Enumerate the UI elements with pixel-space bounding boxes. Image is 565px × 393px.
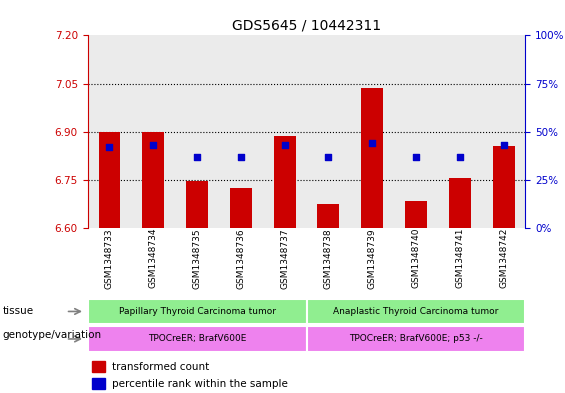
Text: GSM1348742: GSM1348742	[499, 228, 508, 288]
Bar	[131, 35, 175, 228]
Bar	[449, 178, 471, 228]
Point	[324, 154, 333, 160]
Bar	[88, 326, 307, 352]
Text: TPOCreER; BrafV600E; p53 -/-: TPOCreER; BrafV600E; p53 -/-	[349, 334, 483, 343]
Point	[411, 154, 420, 160]
Text: transformed count: transformed count	[112, 362, 209, 372]
Text: Anaplastic Thyroid Carcinoma tumor: Anaplastic Thyroid Carcinoma tumor	[333, 307, 499, 316]
Bar	[88, 299, 307, 324]
Point	[368, 140, 377, 146]
Bar	[361, 88, 383, 228]
Text: GSM1348740: GSM1348740	[411, 228, 420, 288]
Text: Papillary Thyroid Carcinoma tumor: Papillary Thyroid Carcinoma tumor	[119, 307, 276, 316]
Text: GSM1348738: GSM1348738	[324, 228, 333, 288]
Title: GDS5645 / 10442311: GDS5645 / 10442311	[232, 19, 381, 33]
Text: GSM1348739: GSM1348739	[368, 228, 377, 288]
Point	[455, 154, 464, 160]
Text: GSM1348735: GSM1348735	[193, 228, 202, 288]
Bar	[394, 35, 438, 228]
Text: genotype/variation: genotype/variation	[3, 330, 102, 340]
Bar	[175, 35, 219, 228]
Bar	[186, 182, 208, 228]
Bar	[219, 35, 263, 228]
Point	[149, 142, 158, 148]
Text: percentile rank within the sample: percentile rank within the sample	[112, 379, 288, 389]
Point	[193, 154, 202, 160]
Bar	[92, 361, 105, 373]
Bar	[307, 326, 525, 352]
Point	[499, 142, 508, 148]
Bar	[307, 35, 350, 228]
Bar	[405, 201, 427, 228]
Bar	[438, 35, 482, 228]
Bar	[92, 378, 105, 389]
Text: GSM1348733: GSM1348733	[105, 228, 114, 288]
Bar	[263, 35, 307, 228]
Bar	[273, 136, 295, 228]
Bar	[142, 132, 164, 228]
Point	[236, 154, 245, 160]
Bar	[307, 299, 525, 324]
Text: TPOCreER; BrafV600E: TPOCreER; BrafV600E	[148, 334, 246, 343]
Point	[280, 142, 289, 148]
Point	[105, 144, 114, 150]
Bar	[230, 188, 252, 228]
Bar	[98, 132, 120, 228]
Text: GSM1348734: GSM1348734	[149, 228, 158, 288]
Bar	[350, 35, 394, 228]
Text: GSM1348737: GSM1348737	[280, 228, 289, 288]
Bar	[482, 35, 525, 228]
Text: GSM1348741: GSM1348741	[455, 228, 464, 288]
Text: GSM1348736: GSM1348736	[236, 228, 245, 288]
Bar	[318, 204, 340, 228]
Bar	[88, 35, 131, 228]
Bar	[493, 146, 515, 228]
Text: tissue: tissue	[3, 307, 34, 316]
